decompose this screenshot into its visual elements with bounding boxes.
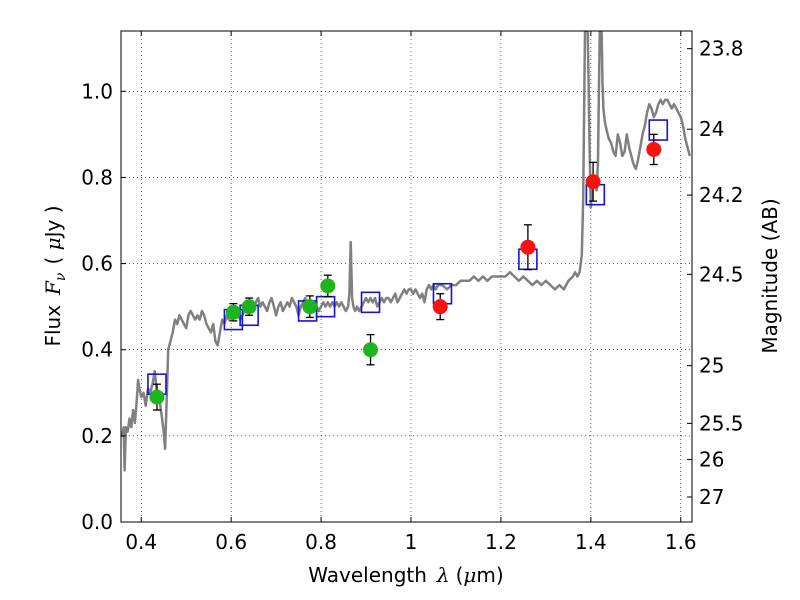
- y-tick-label: 0.8: [81, 165, 113, 189]
- optical-flux-point: [320, 278, 336, 294]
- y-tick-label: 0.6: [81, 252, 113, 276]
- right-tick-label: 24.5: [699, 262, 744, 286]
- y-tick-label: 1.0: [81, 79, 113, 103]
- axis-ticks: 0.4 0.6 0.8 1 1.2 1.4 1.6 0.0 0.2 0.4 0.6 0.8 1.0 23.…: [81, 31, 744, 554]
- nir-flux-point: [585, 174, 601, 190]
- grid-lines: [121, 31, 692, 523]
- nir-flux-point: [646, 141, 662, 157]
- plot-frame: [120, 30, 693, 523]
- right-tick-label: 25.5: [699, 411, 744, 435]
- right-tick-label: 23.8: [699, 37, 744, 61]
- model-spectrum-line: [121, 31, 692, 472]
- y-axis-title: FluxFν( μJy ): [41, 205, 69, 346]
- right-tick-label: 27: [699, 485, 724, 509]
- right-tick-label: 26: [699, 448, 724, 472]
- right-tick-label: 24: [699, 117, 724, 141]
- x-tick-label: 1: [405, 530, 418, 554]
- x-tick-label: 1.4: [575, 530, 607, 554]
- x-tick-label: 0.6: [215, 530, 247, 554]
- right-axis-title: Magnitude (AB): [758, 198, 782, 353]
- y-tick-label: 0.4: [81, 338, 113, 362]
- optical-flux-point: [302, 299, 318, 315]
- right-tick-label: 24.2: [699, 183, 744, 207]
- y-tick-label: 0.2: [81, 424, 113, 448]
- synthetic-flux-square: [360, 291, 381, 314]
- y-tick-label: 0.0: [81, 510, 113, 534]
- x-axis-title: Wavelength λ (μm): [308, 563, 503, 587]
- x-tick-label: 1.6: [665, 530, 697, 554]
- x-tick-label: 1.2: [485, 530, 517, 554]
- x-tick-label: 0.8: [305, 530, 337, 554]
- right-tick-label: 25: [699, 354, 724, 378]
- data-area: [121, 31, 692, 472]
- optical-flux-point: [363, 342, 379, 358]
- nir-flux-point: [432, 299, 448, 315]
- optical-flux-point: [241, 299, 257, 315]
- synthetic-flux-square: [648, 119, 669, 141]
- nir-flux-point: [520, 239, 536, 255]
- x-tick-label: 0.4: [125, 530, 157, 554]
- optical-flux-point: [225, 304, 241, 320]
- optical-flux-point: [149, 389, 165, 405]
